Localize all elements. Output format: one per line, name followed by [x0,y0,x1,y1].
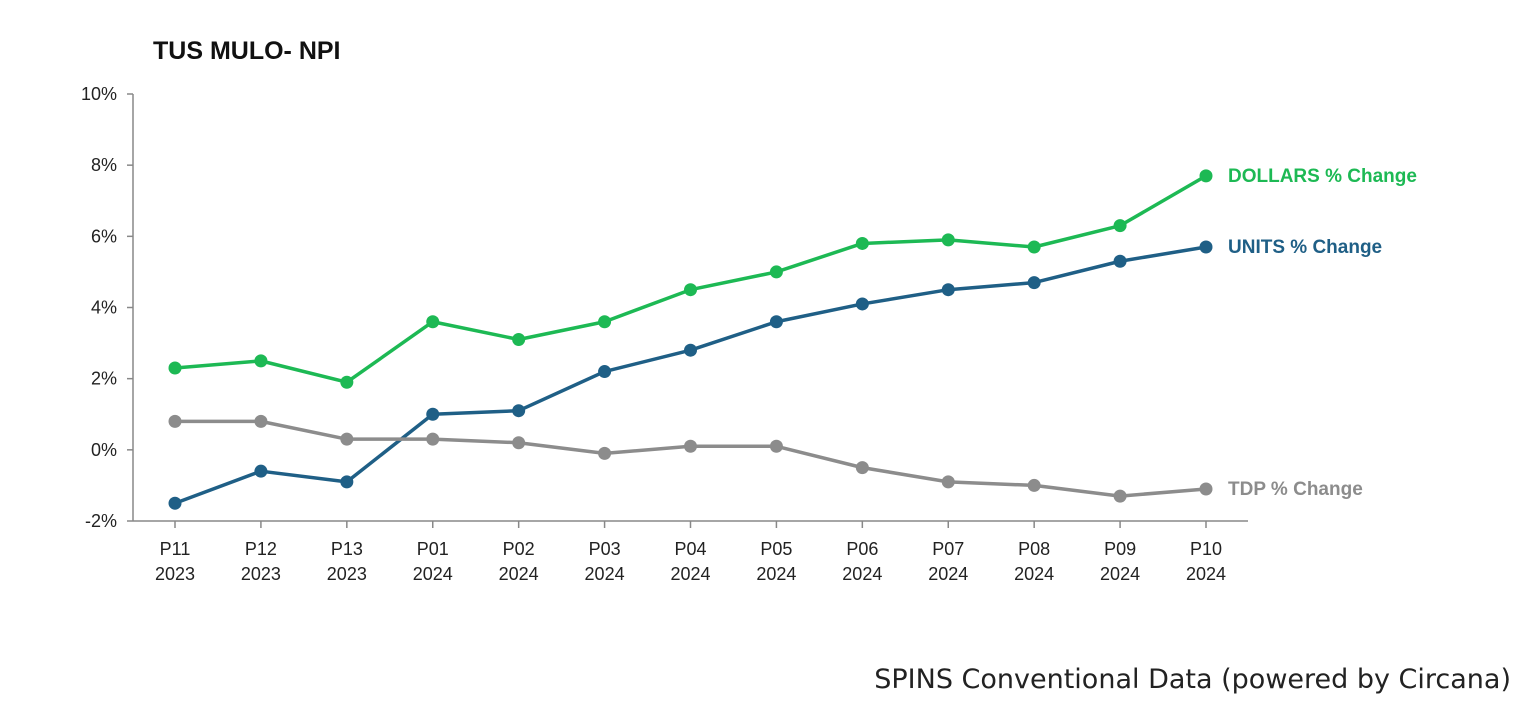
data-point [1027,478,1041,492]
x-tick-label-line: 2023 [241,564,281,584]
series-line [175,419,1207,498]
x-tick-label-line: 2024 [1100,564,1140,584]
x-tick-label-line: P11 [160,539,191,559]
x-tick-label: P05 2024 [756,539,796,584]
data-point [941,475,955,489]
data-point [769,439,783,453]
y-tick-label: 10% [81,84,117,104]
x-tick-label-line: 2024 [670,564,710,584]
x-tick-label-line: 2024 [842,564,882,584]
y-tick-label: 4% [91,298,117,318]
data-point [340,432,354,446]
x-tick-label: P03 2024 [585,539,625,584]
data-point [426,315,440,329]
x-tick-label: P07 2024 [928,539,968,584]
x-tick-label-line: 2024 [1014,564,1054,584]
data-point [598,315,612,329]
data-point [1113,219,1127,233]
data-point [1113,489,1127,503]
x-tick-label-line: P03 [589,539,621,559]
series-label-units: UNITS % Change [1228,237,1382,258]
x-tick-label-line: P10 [1190,539,1222,559]
x-tick-label-line: P06 [846,539,878,559]
x-tick-label-line: P13 [331,539,363,559]
x-tick-label-line: P09 [1104,539,1136,559]
data-point [855,236,869,250]
data-point [855,297,869,311]
x-tick-label-line: P02 [503,539,535,559]
data-point [426,432,440,446]
source-note: SPINS Conventional Data (powered by Circ… [874,664,1511,695]
data-point [1199,169,1213,183]
x-tick-label-line: 2024 [1186,564,1226,584]
x-tick-label: P11 2023 [155,539,195,584]
series-group [168,169,1213,510]
x-tick-label: P01 2024 [413,539,453,584]
x-tick-label-line: P04 [674,539,706,559]
data-point [941,283,955,297]
data-point [340,375,354,389]
x-tick-label-line: 2024 [413,564,453,584]
series-label-group: DOLLARS % Change UNITS % Change TDP % Chan… [1228,166,1417,500]
x-tick-group: P11 2023 P12 2023 P13 2023 P01 2024 P02 2024 P03 20… [155,521,1226,584]
data-point [598,446,612,460]
data-point [1113,254,1127,268]
data-point [1199,482,1213,496]
data-point [598,365,612,379]
x-tick-label: P04 2024 [670,539,710,584]
data-point [684,343,697,357]
y-tick-label: 2% [91,369,117,389]
x-tick-label-line: 2024 [499,564,539,584]
x-tick-label-line: P07 [932,539,964,559]
x-tick-label-line: P12 [245,539,277,559]
y-tick-label: -2% [85,511,117,531]
y-tick-group: 10% 8% 6% 4% 2% 0% -2% [81,84,133,531]
x-tick-label: P02 2024 [499,539,539,584]
x-tick-label-line: 2023 [327,564,367,584]
x-tick-label-line: P08 [1018,539,1050,559]
data-point [512,333,526,347]
data-point [168,414,182,428]
data-point [769,265,783,279]
data-point [684,283,697,297]
x-tick-label-line: 2024 [756,564,796,584]
data-point [855,461,869,475]
x-tick-label-line: P01 [417,539,449,559]
x-tick-label: P09 2024 [1100,539,1140,584]
x-tick-label: P13 2023 [327,539,367,584]
x-tick-label: P12 2023 [241,539,281,584]
y-tick-label: 8% [91,155,117,175]
x-tick-label: P06 2024 [842,539,882,584]
data-point [254,354,268,368]
data-point [512,404,526,418]
data-point [684,439,697,453]
series-label-tdp: TDP % Change [1228,479,1363,500]
y-tick-label: 0% [91,440,117,460]
x-tick-label: P10 2024 [1186,539,1226,584]
x-tick-label-line: 2024 [585,564,625,584]
data-point [426,407,440,421]
data-point [512,436,526,450]
y-tick-label: 6% [91,226,117,246]
data-point [254,414,268,428]
data-point [168,361,182,375]
series-label-dollars: DOLLARS % Change [1228,166,1417,187]
data-point [769,315,783,329]
x-tick-label-line: 2024 [928,564,968,584]
data-point [1199,240,1213,254]
data-point [1027,276,1041,290]
x-tick-label: P08 2024 [1014,539,1054,584]
data-point [254,464,268,478]
data-point [168,496,182,510]
data-point [340,475,354,489]
x-tick-label-line: P05 [760,539,792,559]
data-point [941,233,955,247]
x-tick-label-line: 2023 [155,564,195,584]
data-point [1027,240,1041,254]
chart-title: TUS MULO- NPI [153,37,341,65]
